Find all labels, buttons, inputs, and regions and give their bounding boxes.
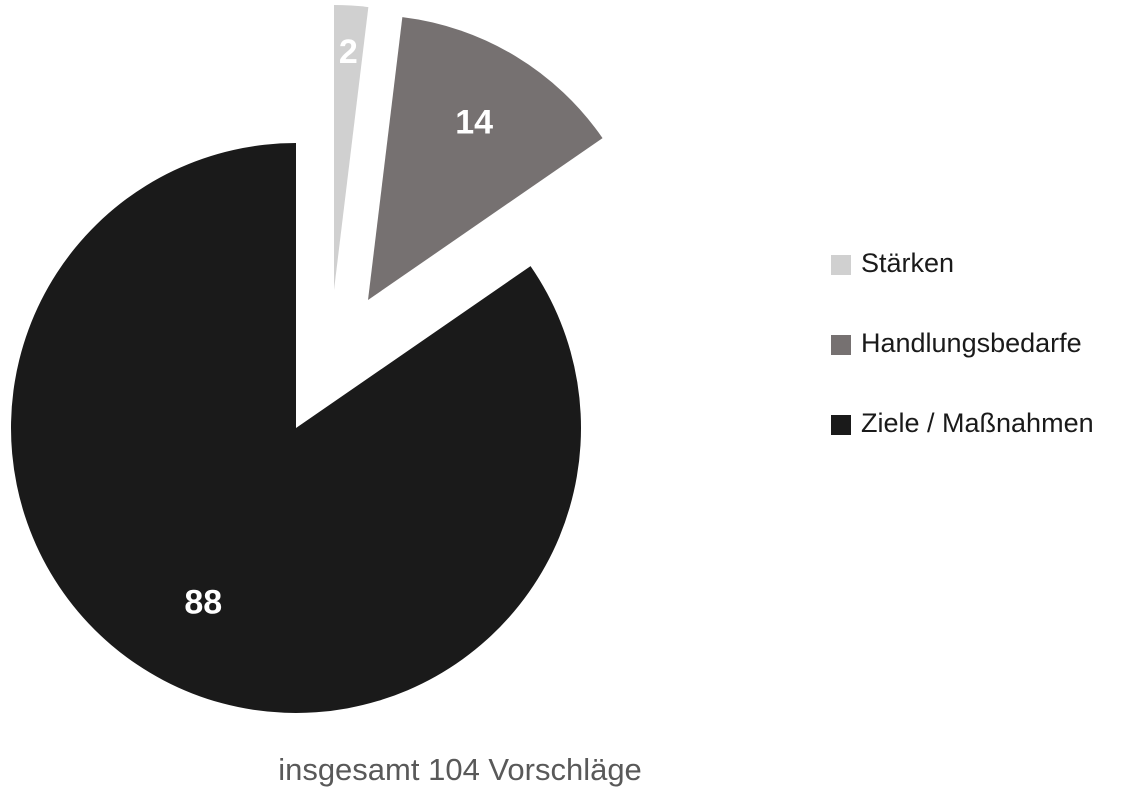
pie-slice bbox=[368, 17, 603, 300]
data-label: 88 bbox=[184, 584, 222, 622]
legend-swatch bbox=[831, 335, 851, 355]
data-label: 2 bbox=[339, 33, 358, 71]
legend-swatch bbox=[831, 415, 851, 435]
legend-swatch bbox=[831, 255, 851, 275]
data-label: 14 bbox=[455, 103, 493, 141]
legend-label: Ziele / Maßnahmen bbox=[861, 408, 1094, 438]
pie-slice bbox=[11, 143, 582, 713]
legend-label: Handlungsbedarfe bbox=[861, 328, 1082, 358]
legend-label: Stärken bbox=[861, 248, 954, 278]
caption: insgesamt 104 Vorschläge bbox=[278, 752, 642, 787]
pie-slice bbox=[334, 5, 369, 290]
